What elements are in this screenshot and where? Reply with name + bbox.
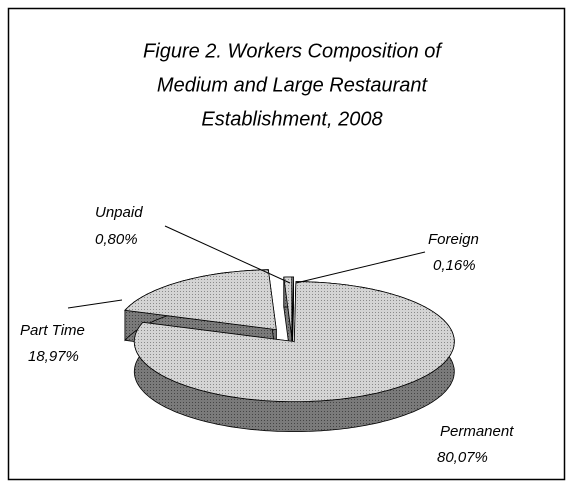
slice bbox=[124, 269, 277, 331]
chart-title: Establishment, 2008 bbox=[201, 108, 382, 130]
slice-label: Part Time bbox=[20, 322, 85, 339]
leader-line bbox=[164, 225, 291, 284]
chart-title: Medium and Large Restaurant bbox=[157, 74, 429, 96]
slice-label: Unpaid bbox=[95, 204, 143, 221]
slice-value-label: 18,97% bbox=[28, 348, 79, 365]
slice-value-label: 0,80% bbox=[95, 231, 138, 248]
leader-line bbox=[295, 251, 426, 284]
slice bbox=[133, 281, 455, 403]
slice bbox=[283, 276, 293, 338]
leader-line bbox=[67, 299, 123, 309]
slice-value-label: 0,16% bbox=[433, 257, 476, 274]
slice-value-label: 80,07% bbox=[437, 449, 488, 466]
chart-title: Figure 2. Workers Composition of bbox=[143, 40, 443, 62]
slice-label: Foreign bbox=[428, 231, 479, 248]
slice-label: Permanent bbox=[440, 423, 514, 440]
